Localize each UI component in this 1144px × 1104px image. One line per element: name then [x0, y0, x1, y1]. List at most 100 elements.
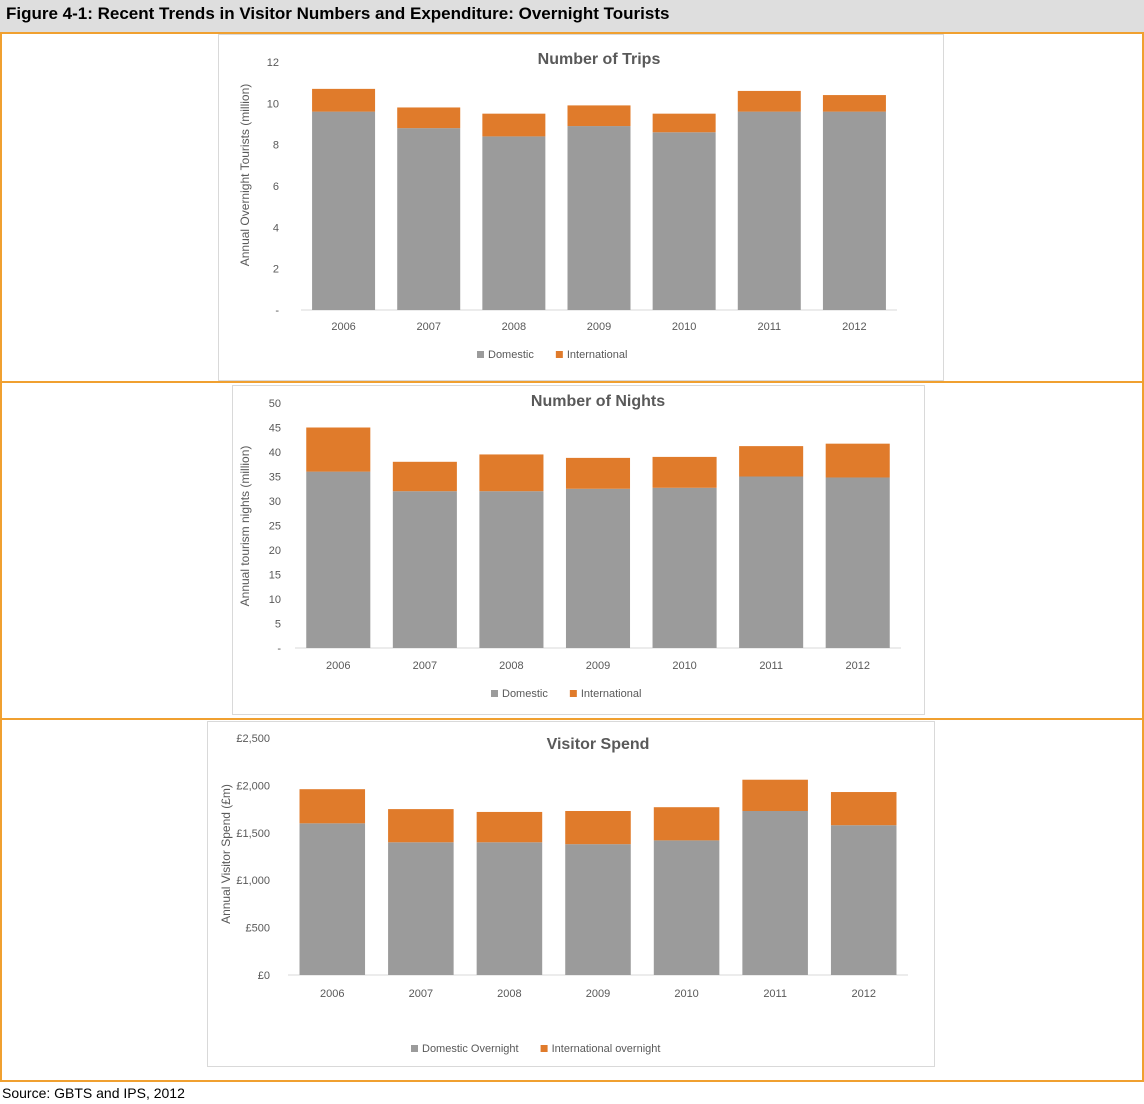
- x-tick-label: 2012: [842, 321, 866, 333]
- x-tick-label: 2011: [759, 660, 783, 672]
- x-tick-label: 2006: [326, 660, 350, 672]
- legend-label-1: International: [581, 688, 642, 700]
- legend-swatch-0: [491, 690, 498, 697]
- bar-international-overnight-2012: [830, 792, 897, 826]
- y-tick-label: 6: [273, 181, 279, 193]
- bar-domestic-overnight-2010: [653, 840, 720, 975]
- bar-international-overnight-2011: [742, 779, 808, 811]
- x-tick-label: 2012: [845, 660, 869, 672]
- bar-domestic-2009: [567, 126, 631, 310]
- bar-international-2009: [565, 457, 631, 489]
- x-tick-label: 2008: [497, 988, 521, 1000]
- legend-label-0: Domestic: [488, 349, 534, 361]
- bar-domestic-overnight-2009: [565, 844, 631, 975]
- bar-international-2007: [392, 461, 457, 492]
- chart-panel-nights: Number of Nights Annual tourism nights (m…: [232, 385, 925, 715]
- bar-domestic-2010: [652, 132, 716, 310]
- trips-chart: Number of Trips Annual Overnight Tourists…: [238, 51, 897, 361]
- bar-international-overnight-2009: [565, 810, 631, 845]
- y-tick-label: £0: [258, 970, 270, 982]
- y-tick-label: 10: [267, 98, 279, 110]
- spend-chart: Visitor Spend Annual Visitor Spend (£m) £0…: [219, 733, 908, 1055]
- bar-international-2008: [479, 454, 544, 492]
- legend-swatch-0: [411, 1045, 418, 1052]
- chart-panel-spend: Visitor Spend Annual Visitor Spend (£m) £0…: [207, 721, 935, 1067]
- y-tick-label: 10: [269, 594, 281, 606]
- x-tick-label: 2009: [586, 988, 610, 1000]
- bar-international-overnight-2008: [476, 811, 543, 843]
- y-tick-label: 40: [269, 447, 281, 459]
- bar-international-overnight-2006: [299, 789, 366, 824]
- x-tick-label: 2012: [851, 988, 875, 1000]
- x-tick-label: 2011: [763, 988, 787, 1000]
- y-tick-label: 20: [269, 545, 281, 557]
- bar-international-2010: [652, 113, 716, 133]
- row-divider-1: [0, 381, 1144, 383]
- bar-domestic-2011: [737, 111, 801, 310]
- y-tick-label: 50: [269, 398, 281, 410]
- bar-international-2007: [397, 107, 461, 129]
- y-tick-label: 12: [267, 57, 279, 69]
- bar-international-2012: [825, 443, 890, 478]
- x-tick-label: 2010: [672, 321, 696, 333]
- x-tick-label: 2009: [586, 660, 610, 672]
- bar-domestic-2008: [479, 491, 544, 648]
- bar-domestic-2006: [306, 471, 371, 648]
- bar-international-2006: [306, 427, 371, 472]
- y-tick-label: -: [275, 305, 279, 317]
- bar-domestic-overnight-2008: [476, 842, 543, 975]
- y-tick-label: £1,000: [236, 875, 270, 887]
- y-tick-label: £500: [246, 923, 270, 935]
- bar-international-overnight-2010: [653, 807, 720, 841]
- bar-domestic-2007: [392, 491, 457, 648]
- y-tick-label: 45: [269, 423, 281, 435]
- bar-domestic-2011: [739, 476, 804, 648]
- bar-international-overnight-2007: [388, 809, 454, 843]
- x-tick-label: 2011: [757, 321, 781, 333]
- bar-international-2010: [652, 456, 717, 488]
- x-tick-label: 2009: [587, 321, 611, 333]
- bar-domestic-overnight-2011: [742, 810, 808, 975]
- figure-title: Figure 4-1: Recent Trends in Visitor Num…: [6, 4, 670, 23]
- nights-chart: Number of Nights Annual tourism nights (m…: [238, 393, 901, 700]
- legend-swatch-1: [569, 690, 577, 697]
- y-tick-label: £1,500: [236, 828, 270, 840]
- x-tick-label: 2008: [502, 321, 526, 333]
- x-tick-label: 2010: [672, 660, 696, 672]
- x-tick-label: 2007: [409, 988, 433, 1000]
- bar-domestic-2012: [825, 477, 890, 648]
- legend-swatch-0: [477, 351, 484, 358]
- chart-title: Number of Trips: [538, 51, 661, 68]
- x-tick-label: 2008: [499, 660, 523, 672]
- y-tick-label: 25: [269, 521, 281, 533]
- x-tick-label: 2007: [413, 660, 437, 672]
- bar-domestic-2012: [822, 111, 886, 310]
- x-tick-label: 2007: [416, 321, 440, 333]
- legend-label-0: Domestic: [502, 688, 548, 700]
- bar-domestic-2010: [652, 487, 717, 648]
- legend-swatch-1: [555, 351, 563, 358]
- figure-title-bar: Figure 4-1: Recent Trends in Visitor Num…: [0, 0, 1144, 32]
- source-note: Source: GBTS and IPS, 2012: [2, 1085, 185, 1101]
- bar-domestic-2009: [565, 488, 631, 648]
- source-divider: [0, 1080, 1144, 1082]
- x-tick-label: 2010: [674, 988, 698, 1000]
- row-divider-2: [0, 718, 1144, 720]
- x-tick-label: 2006: [331, 321, 355, 333]
- y-tick-label: 5: [275, 619, 281, 631]
- chart-title: Visitor Spend: [547, 736, 650, 753]
- y-tick-label: -: [277, 643, 281, 655]
- y-tick-label: 2: [273, 264, 279, 276]
- title-divider: [0, 32, 1144, 34]
- bar-domestic-2007: [397, 128, 461, 310]
- legend-swatch-1: [540, 1045, 548, 1052]
- legend-label-1: International: [567, 349, 628, 361]
- y-tick-label: 35: [269, 472, 281, 484]
- legend-label-0: Domestic Overnight: [422, 1043, 519, 1055]
- bar-international-2008: [482, 113, 546, 137]
- bar-international-2009: [567, 105, 631, 127]
- bar-domestic-2008: [482, 136, 546, 310]
- bar-international-2006: [312, 88, 376, 112]
- y-tick-label: 30: [269, 496, 281, 508]
